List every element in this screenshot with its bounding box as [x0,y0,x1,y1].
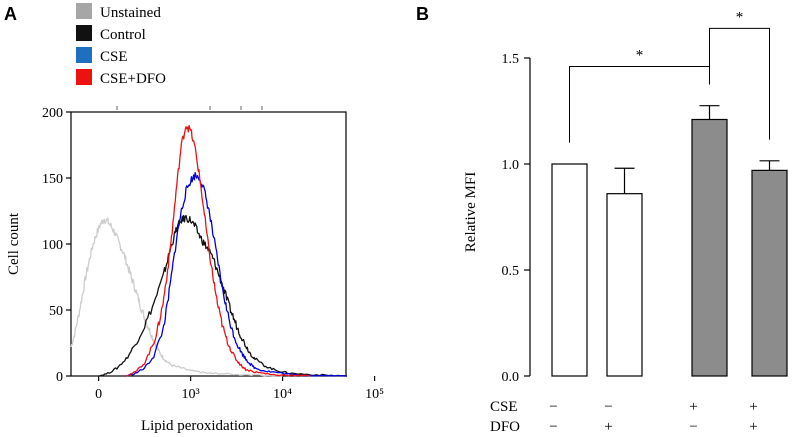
bar [606,193,643,377]
condition-sign: − [689,419,697,435]
bar-y-tick-label: 1.5 [502,52,520,67]
histogram-legend: Unstained Control CSE CSE+DFO [76,3,166,87]
condition-sign: − [549,399,557,415]
bar-series [551,105,788,377]
significance-bracket [569,65,710,143]
histogram-y-tick-label: 50 [49,304,63,319]
condition-sign: + [749,399,757,415]
panel-a-label: A [4,4,17,24]
legend-swatch [76,25,92,41]
legend-entry: Unstained [100,5,161,21]
histogram-y-axis: 0 50 100 150 200 [42,106,71,385]
condition-row-label: DFO [490,419,520,435]
bar [751,169,788,377]
bar [551,163,588,377]
significance-star: * [636,47,644,63]
histogram-y-tick-label: 0 [56,370,63,385]
histogram-x-label: Lipid peroxidation [141,418,254,434]
condition-sign: − [604,399,612,415]
bar-y-tick-label: 0.0 [502,370,520,385]
condition-sign: + [604,419,612,435]
bar [691,118,728,377]
significance-star: * [736,9,744,25]
histogram-line-cse [126,171,347,377]
histogram-y-tick-label: 150 [42,172,63,187]
significance-brackets: ** [569,9,770,143]
bar-y-tick-label: 1.0 [502,158,520,173]
legend-swatch [76,3,92,19]
histogram-series [70,124,348,377]
legend-swatch [76,69,92,85]
histogram-x-tick-label: 10⁴ [273,387,292,402]
condition-sign: − [549,419,557,435]
condition-sign: + [749,419,757,435]
bar-y-label: Relative MFI [463,172,479,252]
legend-entry: CSE+DFO [100,71,166,87]
histogram-y-label: Cell count [6,212,22,275]
bar-y-tick-label: 0.5 [502,264,520,279]
histogram-x-tick-label: 10⁵ [365,387,384,402]
histogram-x-axis: 0 10³ 10⁴ 10⁵ [95,376,384,402]
panel-b-label: B [416,4,429,24]
condition-sign: + [689,399,697,415]
histogram-y-tick-label: 200 [42,106,63,121]
histogram-line-control [98,214,348,377]
bar-y-axis: 0.0 0.5 1.0 1.5 [502,52,530,385]
histogram-line-unstained [70,217,283,377]
legend-entry: Control [100,27,146,43]
significance-bracket [709,27,770,140]
histogram-x-tick-label: 10³ [181,387,199,402]
legend-swatch [76,47,92,63]
legend-entry: CSE [100,49,128,65]
histogram-y-tick-label: 100 [42,238,63,253]
condition-row-label: CSE [490,399,518,415]
histogram-x-tick-label: 0 [95,387,102,402]
histogram-line-cse-dfo [126,124,311,377]
condition-table: CSE − − + + DFO − + − + [490,399,758,435]
